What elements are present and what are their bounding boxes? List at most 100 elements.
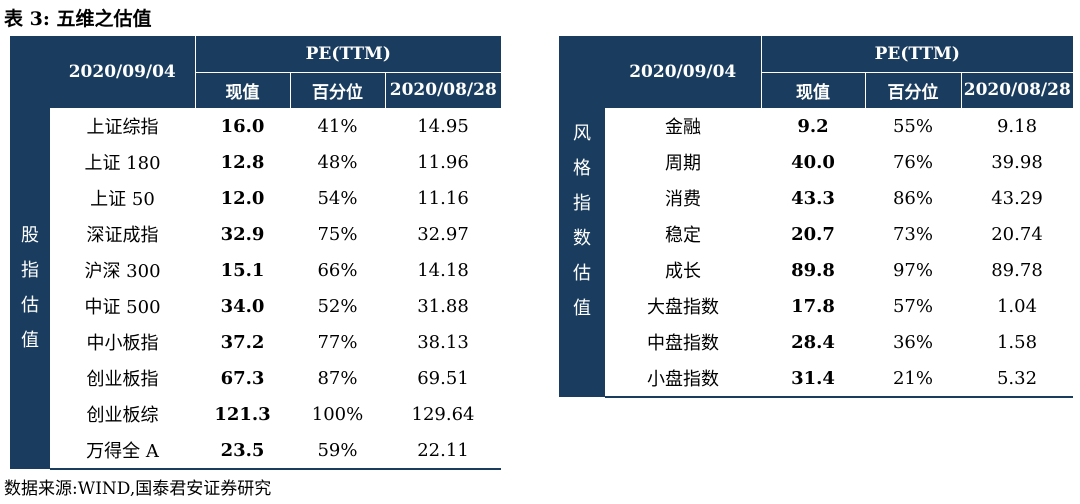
percentile-cell: 41%: [317, 115, 358, 137]
table-row: 中小板指 37.2 77% 38.13: [10, 324, 501, 360]
prev-value-cell: 129.64: [411, 403, 475, 425]
current-value-cell: 12.8: [220, 151, 265, 173]
percentile-cell: 73%: [892, 223, 933, 245]
row-name-cell: 大盘指数: [647, 297, 719, 318]
row-name-cell: 万得全 A: [50, 432, 195, 470]
percentile-cell: 54%: [317, 187, 358, 209]
side-label: 风格指数估值: [559, 108, 605, 397]
side-label-char: 指: [573, 193, 591, 214]
prev-value-cell: 31.88: [417, 295, 469, 317]
table-row: 创业板综 121.3 100% 129.64: [10, 396, 501, 432]
row-name-cell: 中证 500: [84, 297, 161, 318]
row-name-cell: 小盘指数: [605, 360, 761, 398]
side-label-char: 风: [573, 123, 591, 144]
prev-value-cell: 32.97: [417, 223, 469, 245]
col-prev-header: 2020/08/28: [384, 72, 502, 108]
table-row: 消费 43.3 86% 43.29: [559, 180, 1073, 216]
prev-value-cell: 11.16: [417, 187, 469, 209]
current-value-cell: 89.8: [791, 259, 835, 281]
side-header-blank: [559, 36, 605, 108]
row-name-cell: 金融: [665, 117, 701, 138]
row-name-cell: 深证成指: [86, 225, 159, 246]
percentile-cell: 86%: [892, 187, 933, 209]
current-value-cell: 37.2: [220, 331, 265, 353]
side-label-char: 估: [573, 263, 591, 284]
current-value-cell: 15.1: [220, 259, 265, 281]
row-name-cell: 创业板综: [86, 405, 159, 426]
current-value-cell: 40.0: [791, 151, 835, 173]
table-row: 成长 89.8 97% 89.78: [559, 252, 1073, 288]
percentile-cell: 21%: [865, 360, 961, 398]
current-value-cell: 12.0: [220, 187, 265, 209]
prev-value-cell: 43.29: [991, 187, 1043, 209]
row-name-cell: 创业板指: [86, 369, 159, 390]
col-current-header: 现值: [760, 72, 865, 108]
side-label-char: 指: [21, 260, 39, 281]
row-name-cell: 中小板指: [86, 333, 159, 354]
prev-value-cell: 9.18: [996, 115, 1038, 137]
percentile-cell: 55%: [892, 115, 933, 137]
col-percentile-header: 百分位: [864, 72, 961, 108]
current-value-cell: 17.8: [791, 295, 835, 317]
row-name-cell: 成长: [665, 261, 701, 282]
percentile-cell: 48%: [317, 151, 358, 173]
prev-value-cell: 11.96: [417, 151, 469, 173]
row-name-cell: 周期: [665, 153, 701, 174]
percentile-cell: 77%: [317, 331, 358, 353]
row-name-cell: 上证 180: [84, 153, 161, 174]
row-name-cell: 稳定: [665, 225, 701, 246]
table-row: 稳定 20.7 73% 20.74: [559, 216, 1073, 252]
percentile-cell: 52%: [317, 295, 358, 317]
row-name-cell: 沪深 300: [84, 261, 161, 282]
percentile-cell: 87%: [317, 367, 358, 389]
date-header: 2020/09/04: [605, 36, 761, 108]
percentile-cell: 59%: [290, 432, 385, 470]
side-label-char: 数: [573, 228, 591, 249]
percentile-cell: 100%: [311, 403, 364, 425]
prev-value-cell: 89.78: [991, 259, 1043, 281]
table-row: 深证成指 32.9 75% 32.97: [10, 216, 501, 252]
data-source-note: 数据来源:WIND,国泰君安证券研究: [4, 479, 272, 499]
table-row: 小盘指数 31.4 21% 5.32: [559, 360, 1074, 398]
current-value-cell: 16.0: [220, 115, 265, 137]
table-row: 万得全 A 23.5 59% 22.11: [10, 432, 502, 470]
side-label-char: 值: [21, 330, 39, 351]
pe-header: PE(TTM): [760, 36, 1074, 73]
side-header-blank: [10, 36, 50, 108]
prev-value-cell: 1.58: [996, 331, 1038, 353]
current-value-cell: 34.0: [220, 295, 265, 317]
percentile-cell: 66%: [317, 259, 358, 281]
table-row: 周期 40.0 76% 39.98: [559, 144, 1073, 180]
side-label-char: 股: [21, 225, 39, 246]
prev-value-cell: 14.95: [417, 115, 469, 137]
percentile-cell: 76%: [892, 151, 933, 173]
table-row: 股指估值 上证综指 16.0 41% 14.95: [10, 108, 501, 469]
current-value-cell: 23.5: [195, 432, 290, 470]
table-title: 表 3: 五维之估值: [4, 8, 152, 30]
current-value-cell: 28.4: [791, 331, 835, 353]
current-value-cell: 9.2: [797, 115, 829, 137]
table-row: 创业板指 67.3 87% 69.51: [10, 360, 501, 396]
row-name-cell: 中盘指数: [647, 333, 719, 354]
percentile-cell: 57%: [892, 295, 933, 317]
current-value-cell: 31.4: [761, 360, 865, 398]
current-value-cell: 32.9: [220, 223, 265, 245]
prev-value-cell: 14.18: [417, 259, 469, 281]
percentile-cell: 75%: [317, 223, 358, 245]
prev-value-cell: 38.13: [417, 331, 469, 353]
table-row: 风格指数估值 金融 9.2 55% 9.18: [559, 108, 1073, 397]
stock-index-valuation-table: 2020/09/04 PE(TTM) 现值 百分位 2020/08/28 股指估…: [10, 36, 502, 470]
table-row: 沪深 300 15.1 66% 14.18: [10, 252, 501, 288]
side-label-char: 值: [573, 298, 591, 319]
side-label-char: 估: [21, 295, 39, 316]
current-value-cell: 43.3: [791, 187, 835, 209]
side-label-char: 格: [573, 158, 591, 179]
col-current-header: 现值: [194, 72, 290, 108]
style-index-valuation-table: 2020/09/04 PE(TTM) 现值 百分位 2020/08/28 风格指…: [559, 36, 1074, 398]
prev-value-cell: 1.04: [996, 295, 1038, 317]
prev-value-cell: 69.51: [417, 367, 469, 389]
current-value-cell: 20.7: [791, 223, 835, 245]
prev-value-cell: 20.74: [991, 223, 1043, 245]
table-row: 上证 50 12.0 54% 11.16: [10, 180, 501, 216]
row-name-cell: 上证综指: [86, 117, 159, 138]
